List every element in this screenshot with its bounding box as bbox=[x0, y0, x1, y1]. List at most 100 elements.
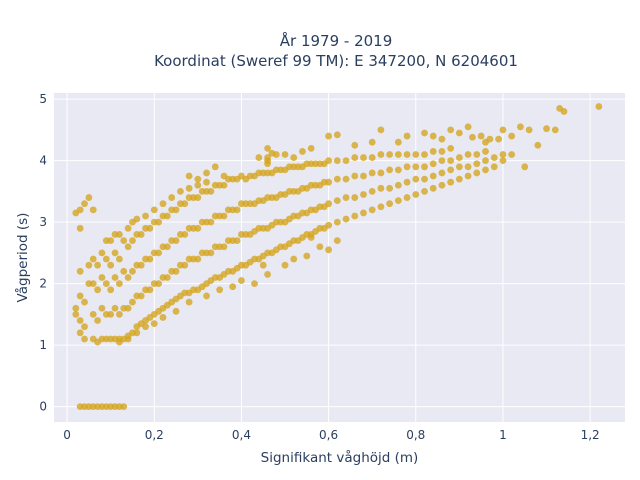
y-tick-label: 4 bbox=[39, 154, 47, 168]
data-point bbox=[94, 286, 101, 294]
data-point bbox=[421, 175, 428, 183]
data-point bbox=[482, 157, 489, 165]
data-point bbox=[181, 231, 189, 238]
data-point bbox=[394, 151, 402, 158]
data-point bbox=[403, 194, 411, 201]
y-tick-label: 5 bbox=[39, 92, 47, 106]
data-point bbox=[342, 194, 350, 201]
x-tick-label: 0 bbox=[63, 428, 71, 442]
data-point bbox=[251, 280, 258, 288]
data-point bbox=[129, 237, 136, 244]
data-point bbox=[207, 187, 215, 195]
chart-title-line-1: År 1979 - 2019 bbox=[280, 31, 393, 50]
data-point bbox=[120, 237, 128, 244]
data-point bbox=[447, 166, 455, 174]
data-point bbox=[455, 129, 463, 137]
data-point bbox=[316, 243, 324, 251]
data-point bbox=[464, 123, 472, 131]
data-point bbox=[368, 154, 376, 161]
chart-title-line-2: Koordinat (Sweref 99 TM): E 347200, N 62… bbox=[154, 52, 518, 70]
data-point bbox=[325, 221, 333, 229]
data-point bbox=[129, 267, 136, 275]
data-point bbox=[194, 194, 202, 201]
data-point bbox=[81, 335, 88, 343]
data-point bbox=[185, 298, 193, 306]
data-point bbox=[525, 126, 533, 134]
data-point bbox=[455, 154, 463, 161]
data-point bbox=[207, 218, 215, 226]
data-point bbox=[115, 338, 123, 346]
data-point bbox=[342, 215, 350, 223]
data-point bbox=[177, 187, 184, 195]
data-point bbox=[268, 149, 276, 157]
data-point bbox=[403, 132, 411, 140]
data-point bbox=[377, 203, 385, 211]
data-point bbox=[560, 108, 568, 115]
data-point bbox=[325, 157, 333, 165]
data-point bbox=[81, 298, 88, 306]
data-point bbox=[490, 154, 498, 161]
data-point bbox=[137, 231, 145, 238]
data-point bbox=[203, 178, 210, 186]
data-point bbox=[211, 163, 219, 171]
data-point bbox=[447, 157, 455, 165]
data-point bbox=[150, 206, 158, 214]
data-point bbox=[72, 310, 80, 318]
data-point bbox=[325, 246, 333, 254]
data-point bbox=[394, 181, 402, 189]
x-tick-label: 1,2 bbox=[581, 428, 600, 442]
data-point bbox=[455, 163, 463, 171]
data-point bbox=[181, 200, 189, 208]
data-point bbox=[351, 212, 359, 220]
data-point bbox=[499, 157, 507, 165]
data-point bbox=[94, 261, 101, 269]
data-point bbox=[421, 163, 428, 171]
data-point bbox=[386, 184, 394, 192]
x-tick-label: 0,8 bbox=[406, 428, 425, 442]
data-point bbox=[172, 267, 180, 275]
data-point bbox=[133, 329, 141, 337]
data-point bbox=[412, 151, 420, 158]
data-point bbox=[76, 292, 84, 300]
data-point bbox=[115, 255, 123, 263]
data-point bbox=[429, 132, 437, 140]
data-point bbox=[207, 249, 215, 257]
data-point bbox=[351, 141, 359, 149]
data-point bbox=[307, 234, 315, 241]
data-point bbox=[342, 157, 350, 165]
data-point bbox=[72, 304, 80, 312]
data-point bbox=[464, 172, 472, 180]
y-tick-label: 2 bbox=[39, 277, 47, 291]
data-point bbox=[386, 166, 394, 174]
data-point bbox=[120, 403, 128, 411]
data-point bbox=[220, 212, 228, 220]
data-point bbox=[403, 163, 411, 171]
data-point bbox=[155, 280, 163, 288]
data-point bbox=[412, 191, 420, 198]
data-point bbox=[124, 224, 132, 232]
data-point bbox=[421, 151, 428, 158]
data-point bbox=[469, 133, 476, 141]
data-point bbox=[412, 175, 420, 183]
data-point bbox=[172, 206, 180, 214]
data-point bbox=[216, 286, 224, 294]
data-point bbox=[76, 317, 84, 324]
data-point bbox=[203, 292, 210, 300]
data-point bbox=[185, 184, 193, 192]
data-point bbox=[447, 144, 455, 152]
data-point bbox=[281, 151, 289, 158]
x-tick-label: 0,4 bbox=[232, 428, 251, 442]
data-point bbox=[368, 187, 376, 195]
data-point bbox=[438, 157, 446, 165]
data-point bbox=[94, 317, 101, 324]
data-point bbox=[163, 212, 171, 220]
data-point bbox=[203, 169, 210, 177]
data-point bbox=[115, 231, 123, 238]
data-point bbox=[238, 277, 245, 284]
data-point bbox=[325, 132, 333, 140]
data-point bbox=[368, 138, 376, 146]
data-point bbox=[194, 255, 202, 263]
data-point bbox=[368, 206, 376, 214]
data-point bbox=[495, 135, 502, 143]
data-point bbox=[142, 212, 149, 220]
